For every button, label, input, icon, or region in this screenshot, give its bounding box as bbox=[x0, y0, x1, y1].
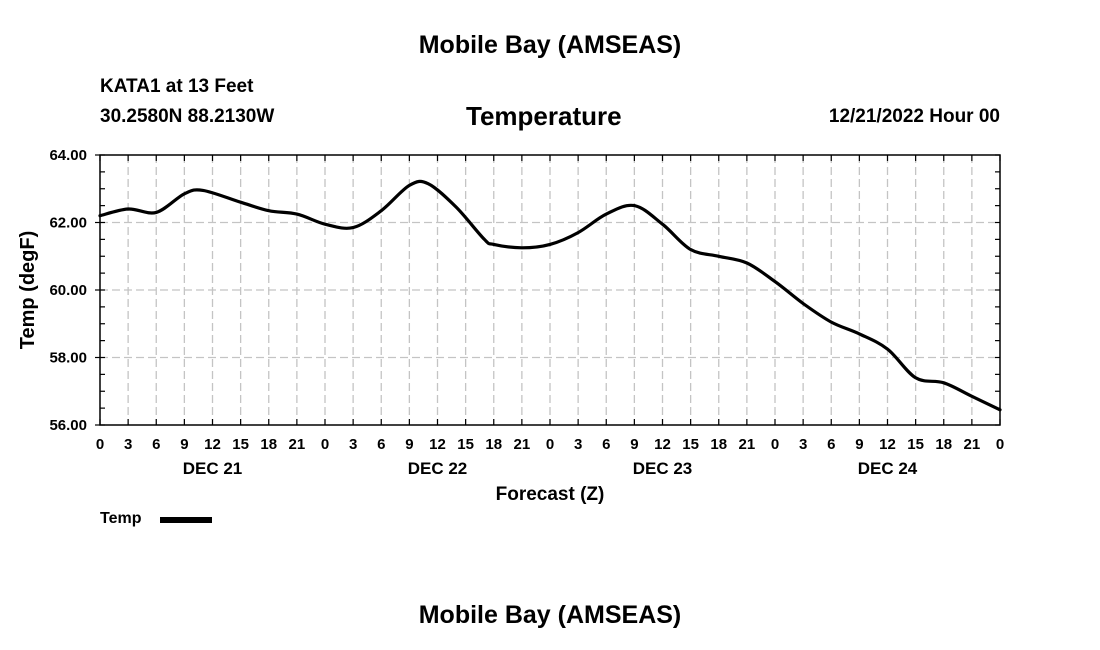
x-tick-label: 15 bbox=[232, 436, 249, 453]
x-tick-label: 6 bbox=[377, 436, 385, 453]
x-tick-label: 15 bbox=[682, 436, 699, 453]
x-tick-label: 21 bbox=[739, 436, 756, 453]
x-tick-label: 12 bbox=[879, 436, 896, 453]
y-tick-label: 62.00 bbox=[49, 215, 87, 232]
x-tick-label: 0 bbox=[546, 436, 554, 453]
x-tick-label: 6 bbox=[827, 436, 835, 453]
legend-swatch-temp bbox=[160, 517, 212, 523]
x-tick-label: 18 bbox=[935, 436, 952, 453]
x-tick-label: 9 bbox=[180, 436, 188, 453]
x-tick-label: 15 bbox=[457, 436, 474, 453]
x-tick-label: 18 bbox=[485, 436, 502, 453]
x-tick-label: 9 bbox=[855, 436, 863, 453]
series-line-temp bbox=[98, 179, 1002, 412]
x-tick-label: 21 bbox=[289, 436, 306, 453]
x-tick-label: 21 bbox=[514, 436, 531, 453]
x-tick-label: 9 bbox=[630, 436, 638, 453]
x-tick-label: 3 bbox=[124, 436, 132, 453]
x-tick-label: 3 bbox=[799, 436, 807, 453]
x-tick-label: 6 bbox=[152, 436, 160, 453]
y-tick-label: 58.00 bbox=[49, 350, 87, 367]
axis-ticks: 0 3 6 9 12 15 18 21 0 3 6 9 12 15 18 21 0 3 6 9 12 15 18 21 0 3 6 9… bbox=[49, 147, 1004, 478]
y-axis-title: Temp (degF) bbox=[17, 231, 39, 350]
y-tick-label: 64.00 bbox=[49, 147, 87, 164]
forecast-run-time: 12/21/2022 Hour 00 bbox=[828, 106, 1000, 127]
x-tick-label: 15 bbox=[907, 436, 924, 453]
x-day-label: DEC 23 bbox=[633, 459, 693, 478]
grid bbox=[100, 155, 1000, 425]
bottom-title: Mobile Bay (AMSEAS) bbox=[418, 601, 682, 629]
x-tick-label: 0 bbox=[96, 436, 104, 453]
y-tick-label: 56.00 bbox=[49, 417, 87, 434]
y-tick-label: 60.00 bbox=[49, 282, 87, 299]
x-tick-label: 6 bbox=[602, 436, 610, 453]
x-day-label: DEC 21 bbox=[183, 459, 243, 478]
x-tick-label: 12 bbox=[429, 436, 446, 453]
x-tick-label: 0 bbox=[321, 436, 329, 453]
x-tick-label: 12 bbox=[654, 436, 671, 453]
x-tick-label: 9 bbox=[405, 436, 413, 453]
x-tick-label: 18 bbox=[710, 436, 727, 453]
x-tick-label: 0 bbox=[996, 436, 1004, 453]
x-tick-label: 12 bbox=[204, 436, 221, 453]
station-coordinates: 30.2580N 88.2130W bbox=[100, 106, 275, 127]
x-tick-label: 3 bbox=[574, 436, 582, 453]
legend-label-temp: Temp bbox=[100, 510, 142, 527]
station-label: KATA1 at 13 Feet bbox=[100, 76, 254, 97]
x-tick-label: 18 bbox=[260, 436, 277, 453]
series-layer bbox=[98, 179, 1002, 412]
x-tick-label: 3 bbox=[349, 436, 357, 453]
top-title: Mobile Bay (AMSEAS) bbox=[418, 31, 682, 59]
x-day-label: DEC 24 bbox=[858, 459, 918, 478]
x-tick-label: 21 bbox=[964, 436, 981, 453]
x-axis-title: Forecast (Z) bbox=[496, 484, 605, 505]
chart-title: Temperature bbox=[466, 101, 622, 131]
x-tick-label: 0 bbox=[771, 436, 779, 453]
x-day-label: DEC 22 bbox=[408, 459, 468, 478]
